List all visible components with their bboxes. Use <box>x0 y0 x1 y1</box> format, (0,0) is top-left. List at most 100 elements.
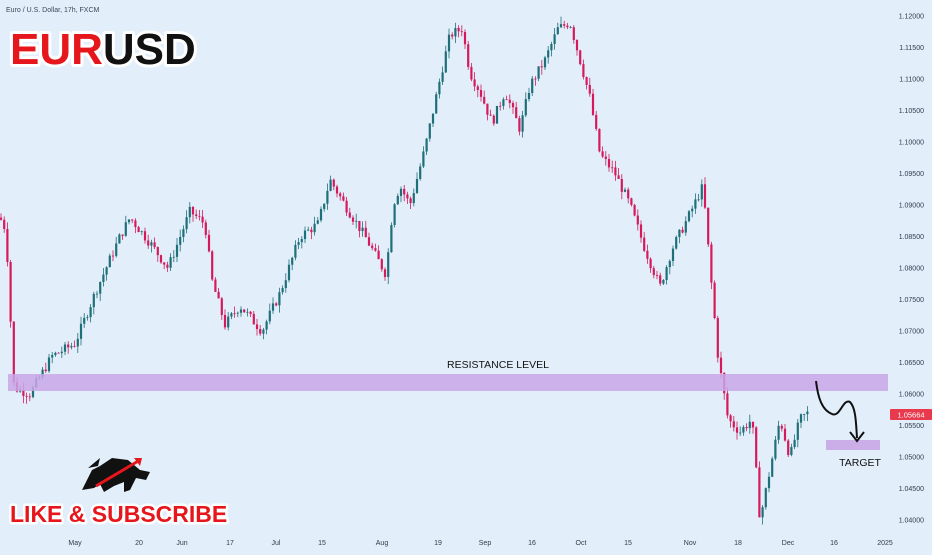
x-tick-label: 16 <box>830 540 838 547</box>
candle-body <box>326 190 329 204</box>
candle-body <box>239 309 243 313</box>
candle-body <box>89 307 92 318</box>
candle-body <box>454 27 457 37</box>
candle-body <box>207 234 211 252</box>
candle-body <box>227 316 230 328</box>
x-tick-label: Aug <box>376 540 389 547</box>
candle-body <box>0 217 3 220</box>
candle-body <box>409 198 412 204</box>
candle-body <box>275 303 278 306</box>
candle-body <box>607 158 611 168</box>
y-tick-label: 1.09500 <box>899 171 924 178</box>
x-tick-label: Jun <box>176 540 187 547</box>
candle-body <box>335 186 339 194</box>
candles <box>0 16 809 525</box>
candle-body <box>473 79 476 87</box>
candle-body <box>575 40 579 51</box>
candle-body <box>6 229 9 263</box>
candle-body <box>175 244 179 257</box>
candle-body <box>300 239 303 243</box>
candle-body <box>470 66 473 80</box>
candle-body <box>182 229 185 237</box>
candle-body <box>236 312 239 314</box>
candle-body <box>451 34 454 37</box>
candle-body <box>364 227 367 238</box>
candle-body <box>150 242 153 246</box>
candle-body <box>671 248 675 262</box>
candle-body <box>803 414 806 415</box>
candle-body <box>230 313 233 317</box>
candle-body <box>598 128 601 152</box>
title-outline: EURUSD <box>10 25 196 74</box>
candle-body <box>387 252 390 277</box>
resistance-zone <box>8 374 888 391</box>
candle-body <box>719 357 723 373</box>
candle-body <box>374 248 377 251</box>
candle-body <box>281 288 284 293</box>
candle-body <box>604 156 607 159</box>
candle-body <box>140 231 143 233</box>
candle-body <box>377 250 380 260</box>
candle-body <box>617 175 620 179</box>
candle-body <box>118 234 121 244</box>
arrow-head-icon <box>849 431 865 443</box>
candle-body <box>355 220 358 222</box>
candle-body <box>137 227 140 233</box>
candle-body <box>463 32 467 45</box>
candle-body <box>569 27 572 28</box>
candle-body <box>678 229 681 238</box>
candle-body <box>502 99 505 106</box>
candle-body <box>99 281 102 294</box>
candle-body <box>41 369 44 378</box>
candle-body <box>131 219 134 221</box>
candle-body <box>22 389 25 396</box>
candle-body <box>60 351 63 354</box>
candle-body <box>764 488 767 508</box>
candle-body <box>790 447 793 455</box>
candle-body <box>643 237 646 251</box>
candle-body <box>121 234 124 236</box>
candle-body <box>774 439 777 459</box>
candle-body <box>703 184 707 208</box>
candle-body <box>415 178 419 194</box>
candle-body <box>559 24 563 28</box>
candle-body <box>531 78 534 93</box>
y-tick-label: 1.08000 <box>899 266 924 273</box>
candle-body <box>319 208 323 221</box>
candle-body <box>92 293 95 308</box>
candle-body <box>652 268 655 276</box>
candle-body <box>799 414 803 423</box>
x-tick-label: Dec <box>782 540 795 547</box>
candle-body <box>214 279 217 292</box>
candle-body <box>284 280 287 289</box>
candle-body <box>323 203 326 209</box>
candle-body <box>534 78 537 80</box>
candle-body <box>383 269 387 277</box>
candle-body <box>195 214 198 216</box>
candle-body <box>198 215 201 217</box>
x-tick-label: 15 <box>624 540 632 547</box>
candle-body <box>12 321 15 383</box>
candle-body <box>63 344 67 352</box>
candle-body <box>729 415 732 422</box>
candle-body <box>662 279 665 284</box>
candle-body <box>681 229 684 233</box>
candle-body <box>339 193 342 197</box>
y-tick-label: 1.06500 <box>899 360 924 367</box>
candle-body <box>783 428 787 441</box>
candle-body <box>646 250 649 259</box>
candle-body <box>268 310 271 322</box>
target-zone <box>826 440 880 450</box>
candle-body <box>393 204 396 225</box>
candle-body <box>793 439 796 448</box>
candle-body <box>444 51 447 73</box>
candle-body <box>134 220 137 228</box>
candle-body <box>732 421 735 428</box>
y-tick-label: 1.11500 <box>899 45 924 52</box>
candle-body <box>249 311 252 314</box>
candle-body <box>220 298 223 315</box>
candle-body <box>278 292 281 306</box>
x-tick-label: 17 <box>226 540 234 547</box>
candle-body <box>406 194 409 199</box>
